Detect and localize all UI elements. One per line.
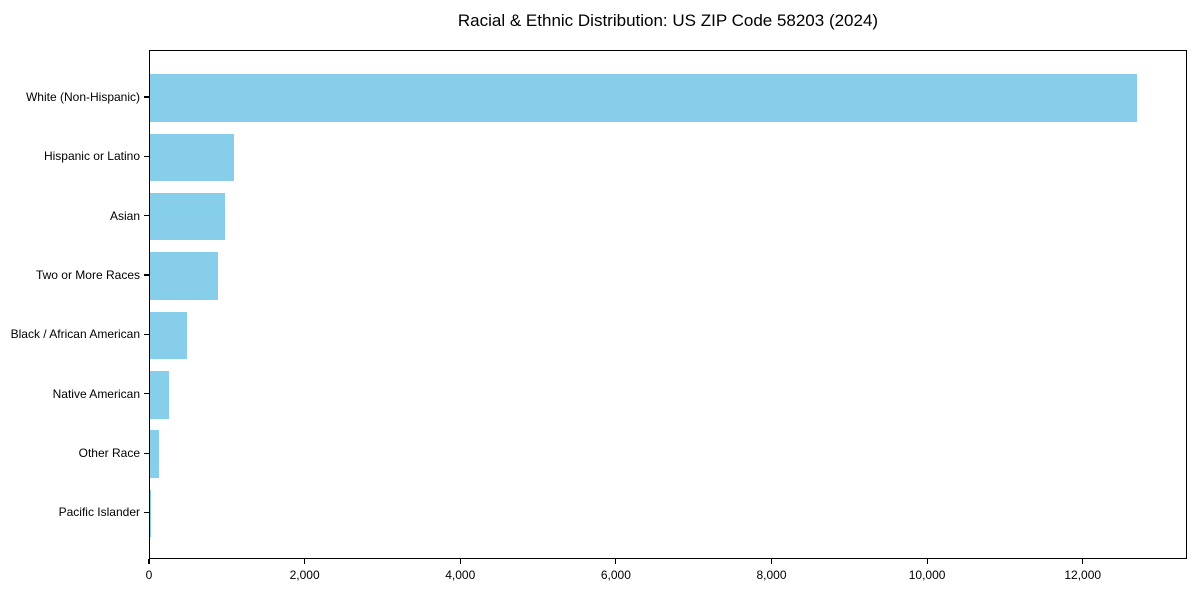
y-axis-tick	[144, 274, 149, 276]
y-axis-label: Native American	[52, 386, 140, 401]
y-axis-label: Asian	[109, 208, 140, 223]
y-axis-label: Two or More Races	[35, 268, 140, 283]
plot-area	[149, 50, 1187, 559]
x-axis-tick	[770, 559, 773, 564]
x-axis-tick-label: 2,000	[289, 568, 320, 582]
x-axis-tick	[615, 559, 617, 564]
y-axis-tick	[144, 96, 149, 98]
y-axis-label: Pacific Islander	[58, 505, 140, 520]
x-axis-tick	[459, 559, 461, 564]
y-axis-tick	[144, 215, 149, 217]
x-axis-tick-label: 10,000	[908, 568, 946, 582]
chart-title: Racial & Ethnic Distribution: US ZIP Cod…	[457, 11, 879, 30]
bar-other-race	[150, 430, 160, 478]
y-axis-label: Hispanic or Latino	[43, 149, 140, 164]
bar-native-american	[150, 371, 170, 419]
x-axis-tick-label: 6,000	[600, 568, 631, 582]
y-axis-tick	[144, 333, 149, 335]
x-axis-tick-label: 0	[145, 568, 153, 582]
x-axis-tick-label: 4,000	[445, 568, 476, 582]
y-axis-label: Other Race	[78, 446, 140, 461]
bar-asian	[150, 192, 226, 241]
x-axis-tick-label: 8,000	[756, 568, 787, 582]
x-axis-tick	[148, 559, 150, 564]
y-axis-tick	[144, 393, 149, 395]
y-axis-label: Black / African American	[10, 327, 140, 342]
bar-pacific-islander	[150, 489, 151, 538]
y-axis-tick	[144, 155, 149, 157]
y-axis-tick	[144, 452, 149, 454]
x-axis-tick-label: 12,000	[1064, 568, 1102, 582]
bar-white-non-hispanic	[150, 74, 1137, 122]
bar-two-or-more-races	[150, 252, 218, 300]
x-axis-tick	[926, 559, 928, 564]
x-axis-tick	[1082, 559, 1084, 564]
bar-hispanic-or-latino	[150, 133, 234, 182]
bar-black-african-american	[150, 311, 187, 360]
x-axis-tick	[304, 559, 306, 564]
y-axis-tick	[144, 511, 149, 514]
y-axis-label: White (Non-Hispanic)	[25, 90, 140, 104]
